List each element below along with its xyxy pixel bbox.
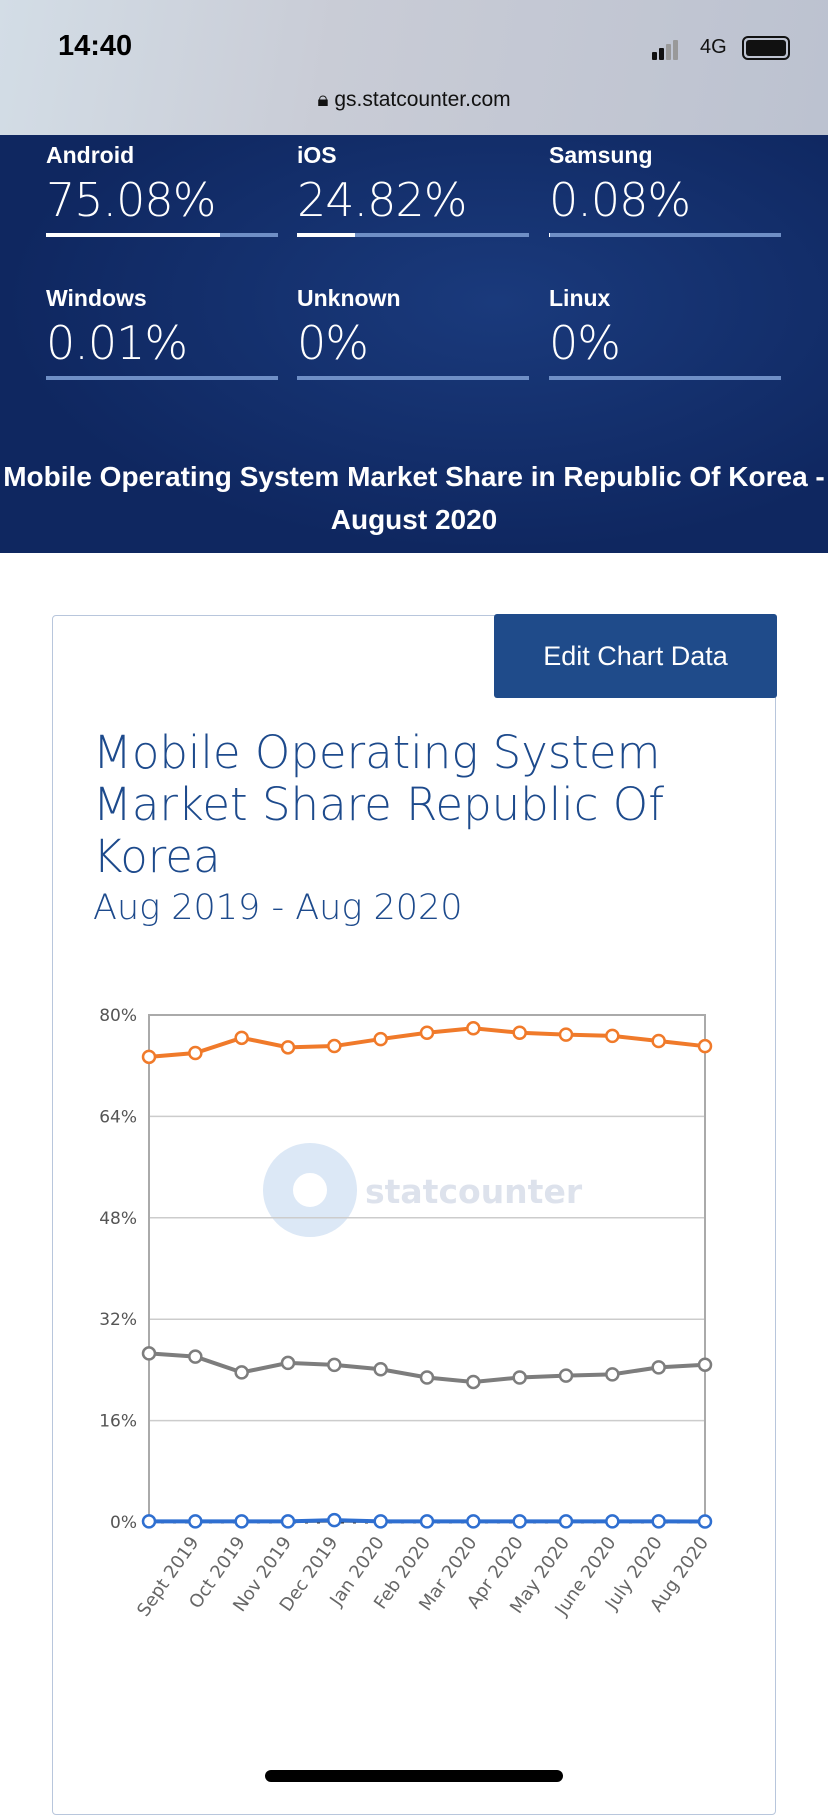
data-point-android [514,1027,526,1039]
data-point-android [606,1030,618,1042]
data-point-ios [282,1357,294,1369]
data-point-ios [606,1368,618,1380]
data-point-ios [143,1347,155,1359]
data-point-android [189,1047,201,1059]
data-point-samsung [328,1514,340,1526]
plot-border [149,1015,705,1522]
y-tick-label: 32% [99,1310,137,1330]
home-indicator [265,1770,563,1782]
data-point-android [143,1051,155,1063]
data-point-android [467,1022,479,1034]
data-point-android [421,1027,433,1039]
data-point-samsung [282,1515,294,1527]
data-point-samsung [467,1515,479,1527]
data-point-samsung [236,1515,248,1527]
data-point-samsung [699,1515,711,1527]
data-point-ios [375,1363,387,1375]
data-point-samsung [143,1515,155,1527]
data-point-android [699,1040,711,1052]
data-point-ios [699,1359,711,1371]
data-point-samsung [606,1515,618,1527]
data-point-android [375,1033,387,1045]
data-point-ios [236,1366,248,1378]
x-tick-label: Sept 2019 [133,1533,203,1621]
data-point-ios [189,1351,201,1363]
data-point-samsung [421,1515,433,1527]
data-point-android [236,1032,248,1044]
data-point-android [328,1040,340,1052]
data-point-ios [560,1370,572,1382]
data-point-samsung [189,1515,201,1527]
y-tick-label: 16% [99,1412,137,1432]
y-tick-label: 0% [110,1513,137,1533]
data-point-android [560,1029,572,1041]
watermark-logo-icon [278,1158,342,1222]
data-point-ios [467,1376,479,1388]
y-tick-label: 80% [99,1006,137,1026]
data-point-ios [421,1372,433,1384]
data-point-ios [328,1359,340,1371]
y-tick-label: 48% [99,1209,137,1229]
data-point-android [282,1041,294,1053]
y-tick-label: 64% [99,1107,137,1127]
watermark-text: statcounter [365,1172,583,1211]
data-point-samsung [375,1515,387,1527]
data-point-ios [514,1372,526,1384]
data-point-ios [653,1361,665,1373]
data-point-android [653,1035,665,1047]
data-point-samsung [560,1515,572,1527]
data-point-samsung [653,1515,665,1527]
data-point-samsung [514,1515,526,1527]
